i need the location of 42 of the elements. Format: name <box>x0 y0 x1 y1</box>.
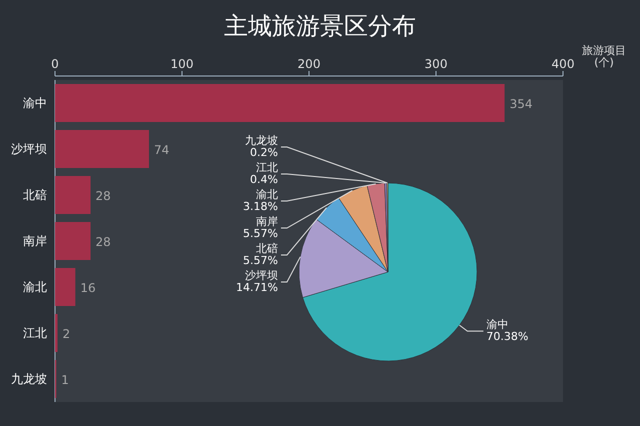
data-label: 354 <box>510 97 532 111</box>
chart-title: 主城旅游景区分布 <box>224 12 416 40</box>
slice-label: 江北 <box>256 161 278 174</box>
slice-label: 渝北 <box>256 188 278 201</box>
x-tick-label: 100 <box>170 57 194 71</box>
x-tick-label: 0 <box>51 57 59 71</box>
y-tick-label: 渝北 <box>23 280 47 294</box>
bar <box>55 130 149 168</box>
bar <box>55 314 58 352</box>
slice-label: 渝中 <box>486 318 508 332</box>
data-label: 5.57% <box>243 254 278 267</box>
data-label: 1 <box>61 373 69 387</box>
y-tick-label: 北碚 <box>23 188 47 202</box>
slice-label: 九龙坡 <box>245 134 278 147</box>
slice-label: 沙坪坝 <box>245 269 278 282</box>
data-label: 28 <box>96 235 111 249</box>
x-tick-label: 400 <box>552 57 574 71</box>
data-label: 5.57% <box>243 227 278 240</box>
x-axis-title: 旅游项目 (个) <box>582 44 626 69</box>
data-label: 70.38% <box>486 330 528 344</box>
data-label: 0.2% <box>250 146 278 159</box>
data-label: 74 <box>154 143 170 157</box>
data-label: 16 <box>80 281 96 295</box>
data-label: 14.71% <box>236 281 278 294</box>
data-label: 28 <box>96 189 111 203</box>
data-label: 2 <box>62 327 70 341</box>
x-tick-label: 300 <box>424 57 448 71</box>
y-tick-label: 渝中 <box>23 96 47 110</box>
y-tick-label: 江北 <box>23 326 47 340</box>
x-tick-label: 200 <box>298 57 320 71</box>
bar <box>55 84 505 122</box>
bar <box>55 268 76 306</box>
bar <box>55 176 91 214</box>
pie-slice <box>302 182 478 362</box>
y-tick-label: 沙坪坝 <box>11 142 47 156</box>
y-tick-label: 九龙坡 <box>11 372 47 386</box>
slice-label: 北碚 <box>256 242 278 255</box>
bar <box>55 222 91 260</box>
data-label: 3.18% <box>243 200 278 213</box>
data-label: 0.4% <box>250 173 278 186</box>
y-tick-label: 南岸 <box>23 234 47 248</box>
slice-label: 南岸 <box>256 215 278 228</box>
